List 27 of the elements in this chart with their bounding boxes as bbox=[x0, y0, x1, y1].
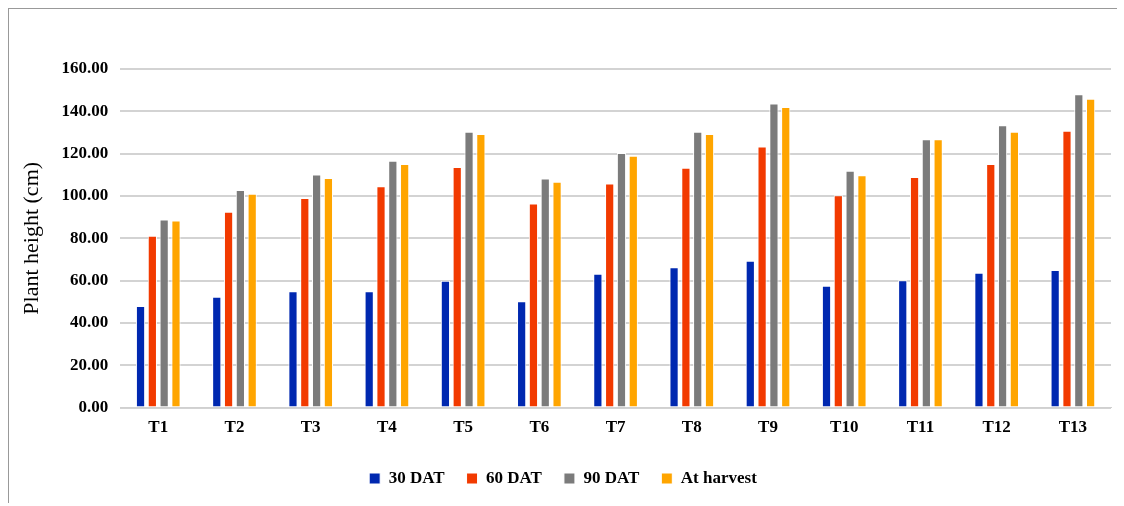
legend-label: At harvest bbox=[680, 467, 758, 487]
legend-label: 60 DAT bbox=[486, 467, 543, 487]
y-tick-label: 100.00 bbox=[61, 185, 109, 205]
y-tick-label: 140.00 bbox=[61, 100, 109, 120]
y-tick-label: 120.00 bbox=[61, 143, 109, 163]
x-tick-label: T7 bbox=[605, 417, 626, 437]
legend-label: 90 DAT bbox=[583, 467, 640, 487]
x-tick-label: T9 bbox=[758, 417, 778, 437]
legend-label: 30 DAT bbox=[388, 467, 446, 487]
x-tick-label: T12 bbox=[982, 417, 1011, 437]
y-tick-label: 80.00 bbox=[69, 227, 109, 247]
x-tick-label: T11 bbox=[906, 417, 935, 437]
y-tick-label: 20.00 bbox=[69, 354, 109, 374]
y-tick-label: 40.00 bbox=[69, 312, 109, 332]
x-tick-label: T6 bbox=[529, 417, 550, 437]
x-tick-label: T13 bbox=[1058, 417, 1088, 437]
y-axis-title: Plant height (cm) bbox=[17, 161, 43, 315]
y-tick-label: 160.00 bbox=[61, 58, 109, 78]
x-tick-label: T10 bbox=[830, 417, 859, 437]
x-tick-label: T4 bbox=[377, 417, 398, 437]
x-tick-label: T1 bbox=[148, 417, 169, 437]
x-tick-label: T3 bbox=[300, 417, 321, 437]
x-tick-label: T2 bbox=[224, 417, 245, 437]
x-tick-label: T5 bbox=[453, 417, 474, 437]
x-tick-label: T8 bbox=[681, 417, 702, 437]
y-tick-label: 60.00 bbox=[69, 270, 109, 290]
y-tick-label: 0.00 bbox=[78, 396, 109, 416]
